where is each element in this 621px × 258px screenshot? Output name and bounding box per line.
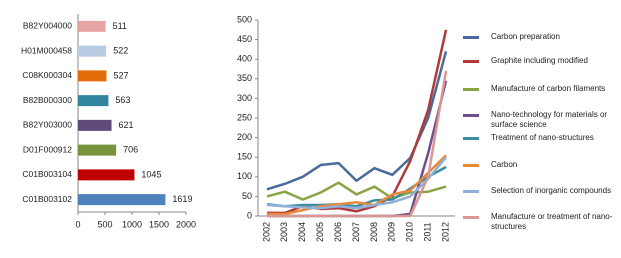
legend-label: Treatment of nano-structures	[491, 133, 594, 142]
x-tick-label: 500	[97, 219, 112, 229]
x-tick-label: 2007	[351, 222, 361, 242]
x-tick-label: 2008	[369, 222, 379, 242]
x-tick-label: 2011	[423, 222, 433, 241]
y-tick-label: C01B003104	[22, 169, 72, 179]
line-series	[266, 51, 448, 191]
legend-entry: Graphite including modified	[463, 56, 613, 66]
y-tick-label: C08K000304	[22, 70, 72, 80]
x-tick-label: 2010	[405, 222, 415, 242]
y-tick-label: B82Y003000	[23, 120, 72, 130]
legend-swatch	[463, 164, 479, 167]
bar	[78, 119, 112, 131]
x-tick-label: 2005	[315, 222, 325, 242]
legend-swatch	[463, 88, 479, 91]
x-tick-label: 2000	[176, 219, 196, 229]
bar	[78, 95, 109, 107]
legend-label: Carbon	[491, 160, 518, 169]
legend-swatch	[463, 216, 479, 219]
legend-swatch	[463, 114, 479, 117]
bar	[78, 70, 107, 82]
legend-entry: Nano-technology for materials or surface…	[463, 110, 613, 130]
y-tick-label: 400	[237, 54, 252, 64]
x-tick-label: 1500	[149, 219, 169, 229]
y-tick-label: D01F000912	[23, 144, 72, 154]
y-tick-label: 500	[237, 14, 252, 24]
legend-label: Nano-technology for materials or surface…	[491, 110, 608, 129]
legend-swatch	[463, 137, 479, 140]
legend-entry: Selection of inorganic compounds	[463, 186, 613, 196]
y-tick-label: 250	[237, 112, 252, 122]
bar	[78, 144, 117, 156]
bar	[78, 194, 166, 206]
y-tick-label: B82Y004000	[23, 21, 72, 31]
line-series	[266, 154, 447, 216]
x-tick-label: 2002	[261, 222, 271, 242]
legend-entry: Manufacture of carbon filaments	[463, 84, 613, 94]
line-series	[266, 156, 448, 210]
x-tick-label: 0	[75, 219, 80, 229]
legend-entry: Carbon preparation	[463, 32, 613, 42]
legend-entry: Treatment of nano-structures	[463, 133, 613, 143]
legend-label: Carbon preparation	[491, 32, 560, 41]
x-tick-label: 2006	[333, 222, 343, 242]
legend-label: Graphite including modified	[491, 56, 588, 65]
x-tick-label: 2009	[387, 222, 397, 242]
y-tick-label: B82B000300	[23, 95, 72, 105]
value-label: 511	[113, 21, 127, 31]
bar	[78, 169, 135, 181]
x-tick-label: 1000	[122, 219, 142, 229]
value-label: 1045	[141, 169, 161, 179]
bar	[78, 45, 107, 57]
y-tick-label: 200	[237, 132, 252, 142]
line-series	[266, 29, 448, 215]
y-tick-label: 0	[247, 210, 252, 220]
x-tick-label: 2012	[440, 222, 450, 242]
x-tick-label: 2003	[279, 222, 289, 242]
value-label: 1619	[172, 194, 192, 204]
y-tick-label: 300	[237, 93, 252, 103]
value-label: 527	[113, 70, 128, 80]
legend-swatch	[463, 190, 479, 193]
legend-entry: Manufacture or treatment of nano-structu…	[463, 212, 613, 232]
x-tick-label: 2004	[297, 222, 307, 242]
bar	[78, 20, 106, 32]
line-series	[266, 70, 448, 218]
y-tick-label: H01M000458	[21, 45, 72, 55]
value-label: 621	[119, 120, 134, 130]
legend-label: Manufacture or treatment of nano-structu…	[491, 212, 613, 231]
value-label: 522	[113, 46, 128, 56]
y-tick-label: 50	[242, 191, 252, 201]
legend-label: Selection of inorganic compounds	[491, 186, 612, 195]
value-label: 706	[123, 145, 138, 155]
y-tick-label: 450	[237, 34, 252, 44]
y-tick-label: 350	[237, 73, 252, 83]
y-tick-label: 100	[237, 171, 252, 181]
y-tick-label: 150	[237, 152, 252, 162]
y-tick-label: C01B003102	[22, 194, 72, 204]
legend-entry: Carbon	[463, 160, 613, 170]
legend-label: Manufacture of carbon filaments	[491, 84, 606, 93]
legend-swatch	[463, 60, 479, 63]
legend-swatch	[463, 36, 479, 39]
value-label: 563	[115, 95, 130, 105]
